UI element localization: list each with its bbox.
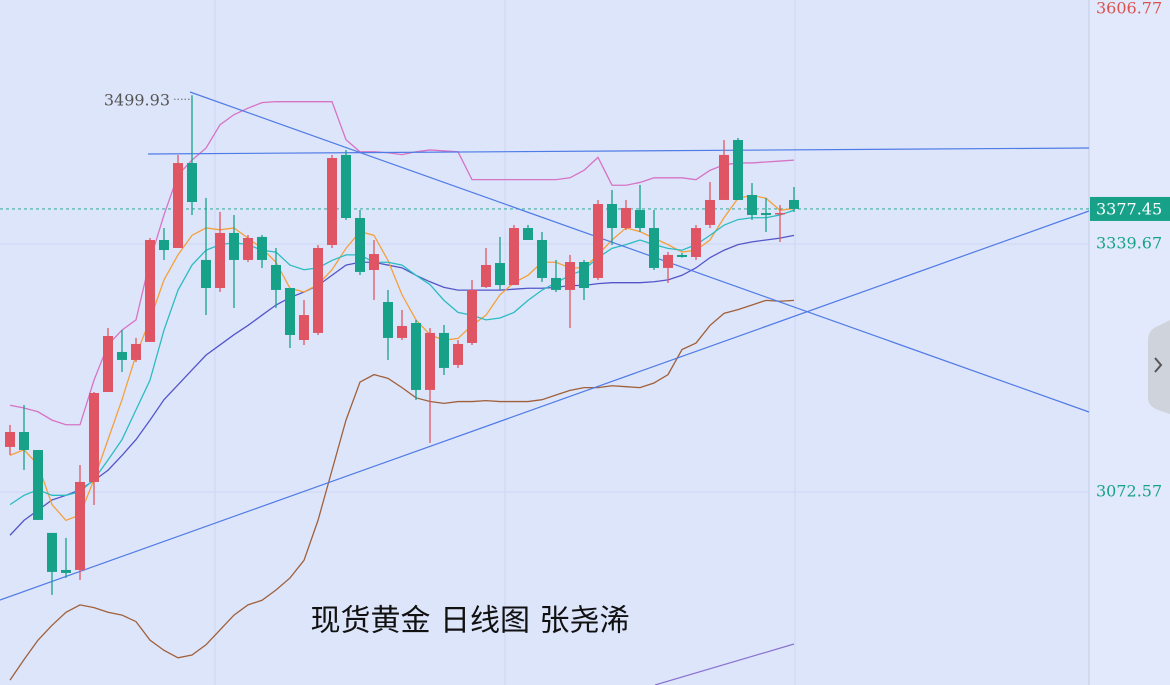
candle-body	[733, 140, 743, 200]
y-tick-label: 3072.57	[1096, 482, 1162, 501]
candle-body	[299, 315, 309, 340]
current-price-box	[1090, 196, 1170, 221]
indicator-lines	[9, 101, 795, 681]
candle-body	[635, 210, 645, 229]
candle-body	[89, 393, 99, 482]
candle-body	[761, 212, 771, 216]
y-axis: 3606.77 3339.67 3072.57 3377.45	[1090, 0, 1170, 501]
candle-body	[271, 264, 281, 290]
candle-body	[397, 325, 407, 338]
candle-body	[187, 163, 197, 203]
candle-body	[467, 289, 477, 343]
candle-body	[47, 532, 57, 572]
candle-body	[5, 432, 15, 447]
indicator-line	[9, 194, 795, 522]
candle-body	[145, 240, 155, 342]
candle-body	[719, 154, 729, 200]
candle-body	[621, 207, 631, 229]
candle-body	[425, 332, 435, 390]
current-price-label: 3377.45	[1096, 199, 1162, 218]
candle-body	[229, 232, 239, 260]
candle-body	[705, 199, 715, 225]
candle-body	[103, 336, 113, 392]
candle-body	[495, 263, 505, 286]
plot-background	[0, 0, 1089, 685]
candle-body	[537, 240, 547, 278]
chart-title: 现货黄金 日线图 张尧浠	[310, 604, 629, 639]
candle-body	[243, 237, 253, 260]
candle-body	[439, 332, 449, 368]
resistance-line	[147, 147, 1090, 155]
candle-body	[201, 259, 211, 289]
candle-body	[117, 351, 127, 360]
candle-body	[649, 228, 659, 268]
indicator-line	[9, 234, 795, 536]
candle-body	[593, 203, 603, 278]
indicator-line	[9, 299, 795, 681]
candle-body	[257, 236, 267, 260]
y-tick-label: 3606.77	[1096, 0, 1162, 18]
candle-body	[607, 203, 617, 229]
trend-line	[0, 210, 1090, 601]
candle-body	[369, 254, 379, 270]
side-button-icon[interactable]	[1154, 357, 1163, 373]
indicator-line	[9, 101, 795, 426]
candle-body	[551, 277, 561, 290]
candle-body	[159, 240, 169, 251]
candle-body	[383, 302, 393, 338]
candle-body	[327, 158, 337, 246]
candle-body	[453, 343, 463, 365]
candle-body	[775, 212, 785, 215]
candle-body	[565, 262, 575, 290]
candle-body	[481, 264, 491, 287]
candle-body	[313, 247, 323, 333]
candle-body	[61, 569, 71, 573]
candle-body	[341, 154, 351, 218]
candle-body	[131, 343, 141, 360]
high-label: 3499.93	[104, 91, 170, 110]
band-line	[654, 643, 795, 685]
candle-body	[509, 228, 519, 286]
candle-body	[173, 163, 183, 248]
candle-body	[411, 323, 421, 390]
candle-body	[33, 450, 43, 520]
candle-body	[691, 228, 701, 257]
y-tick-label: 3339.67	[1096, 234, 1162, 253]
trend-line	[189, 91, 1090, 413]
indicator-line	[9, 209, 795, 506]
side-button[interactable]	[1148, 320, 1170, 414]
candle-body	[789, 199, 799, 209]
candle-body	[19, 432, 29, 451]
candle-body	[355, 217, 365, 272]
candle-body	[75, 481, 85, 570]
candle-body	[285, 288, 295, 335]
candle-body	[523, 228, 533, 241]
candle-body	[579, 262, 589, 289]
candles: 3499.93	[5, 91, 799, 595]
candle-body	[663, 254, 673, 268]
candle-body	[747, 194, 757, 216]
candle-body	[677, 254, 687, 257]
candle-body	[215, 232, 225, 289]
